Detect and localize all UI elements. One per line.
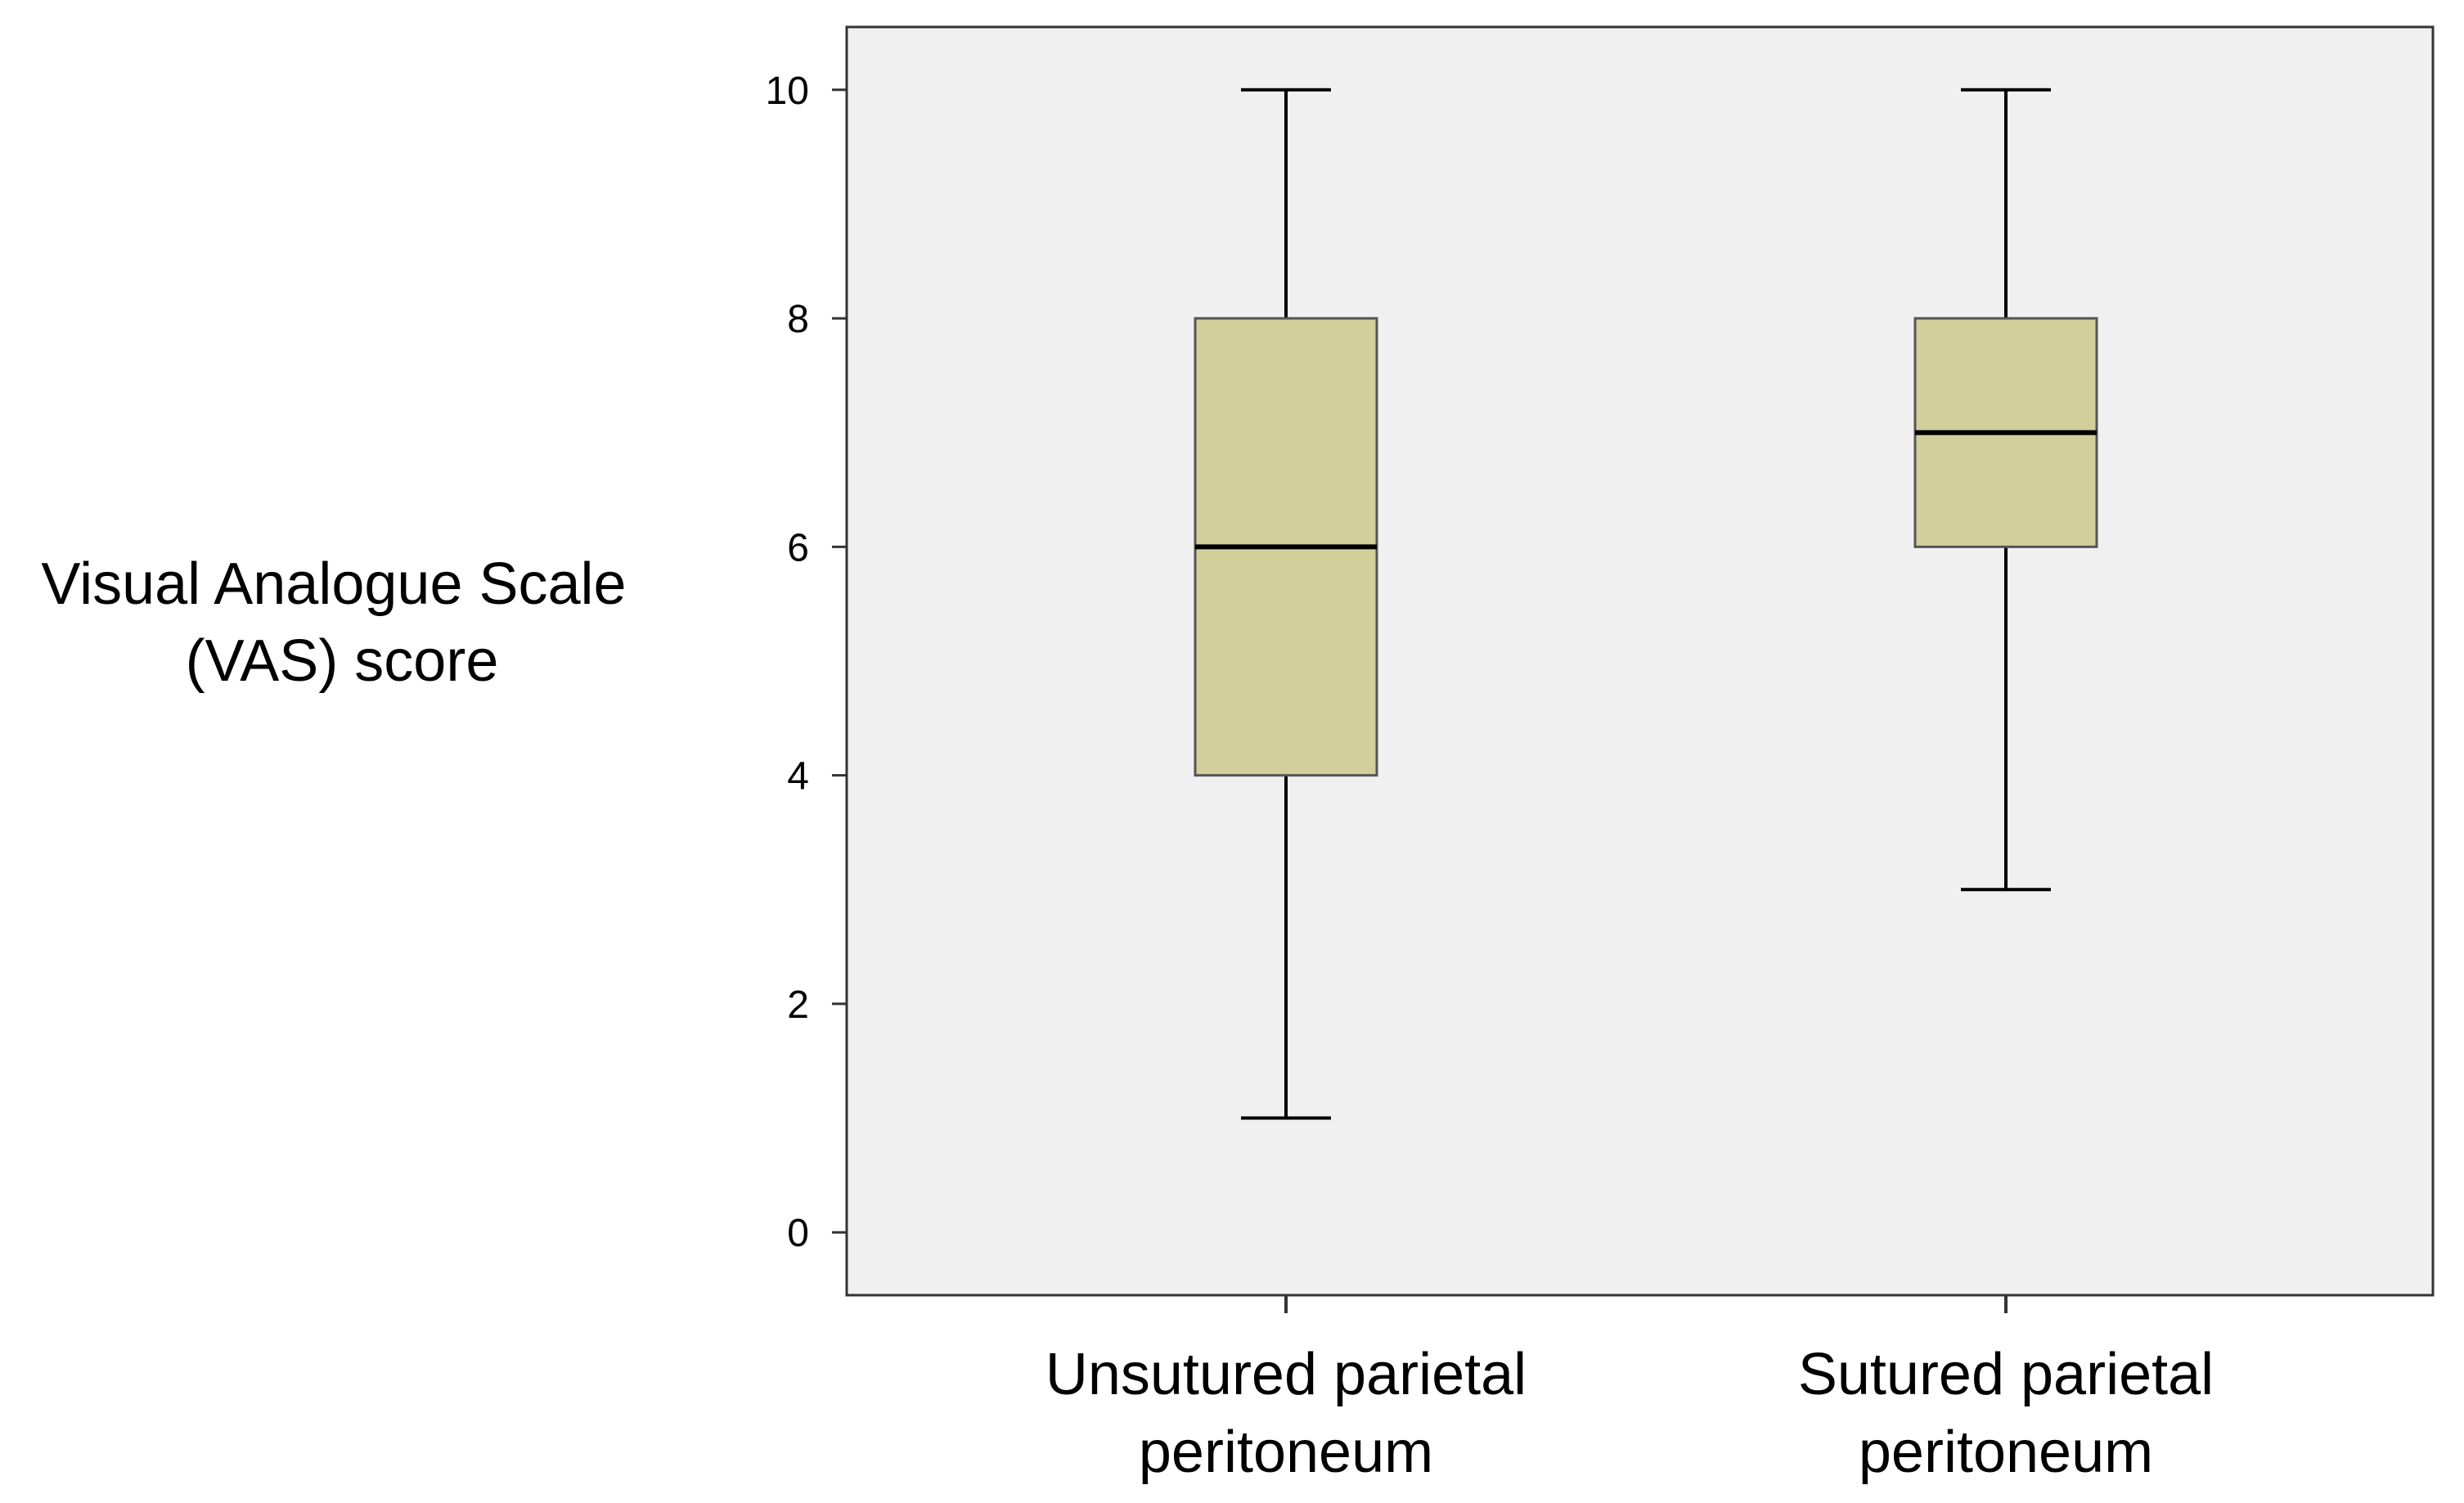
y-axis-title-line-1: Visual Analogue Scale: [41, 551, 626, 617]
y-tick-label: 4: [787, 755, 809, 799]
x-category-label-line: Sutured parietal: [1798, 1342, 2214, 1407]
x-category-label: Sutured parietal peritoneum: [1798, 1342, 2214, 1485]
box-group: [1194, 88, 1378, 1120]
y-tick-label: 0: [787, 1212, 809, 1255]
y-tick-label: 6: [787, 526, 809, 569]
x-category-label-line: peritoneum: [1859, 1420, 2153, 1485]
y-tick-label: 2: [787, 983, 809, 1027]
y-axis: 0 2 4 6 8 10: [766, 70, 847, 1255]
y-axis-title: Visual Analogue Scale (VAS) score: [41, 551, 642, 694]
plot-area: [845, 25, 2435, 1297]
x-category-label: Unsutured parietal peritoneum: [1045, 1342, 1527, 1485]
y-tick-label: 8: [787, 298, 809, 341]
box-group: [1913, 88, 2098, 892]
boxes: [1194, 88, 2098, 1120]
y-tick-label: 10: [766, 70, 809, 113]
x-category-label-line: Unsutured parietal: [1045, 1342, 1527, 1407]
x-category-label-line: peritoneum: [1139, 1420, 1433, 1485]
y-axis-title-line-2: (VAS) score: [186, 628, 499, 694]
